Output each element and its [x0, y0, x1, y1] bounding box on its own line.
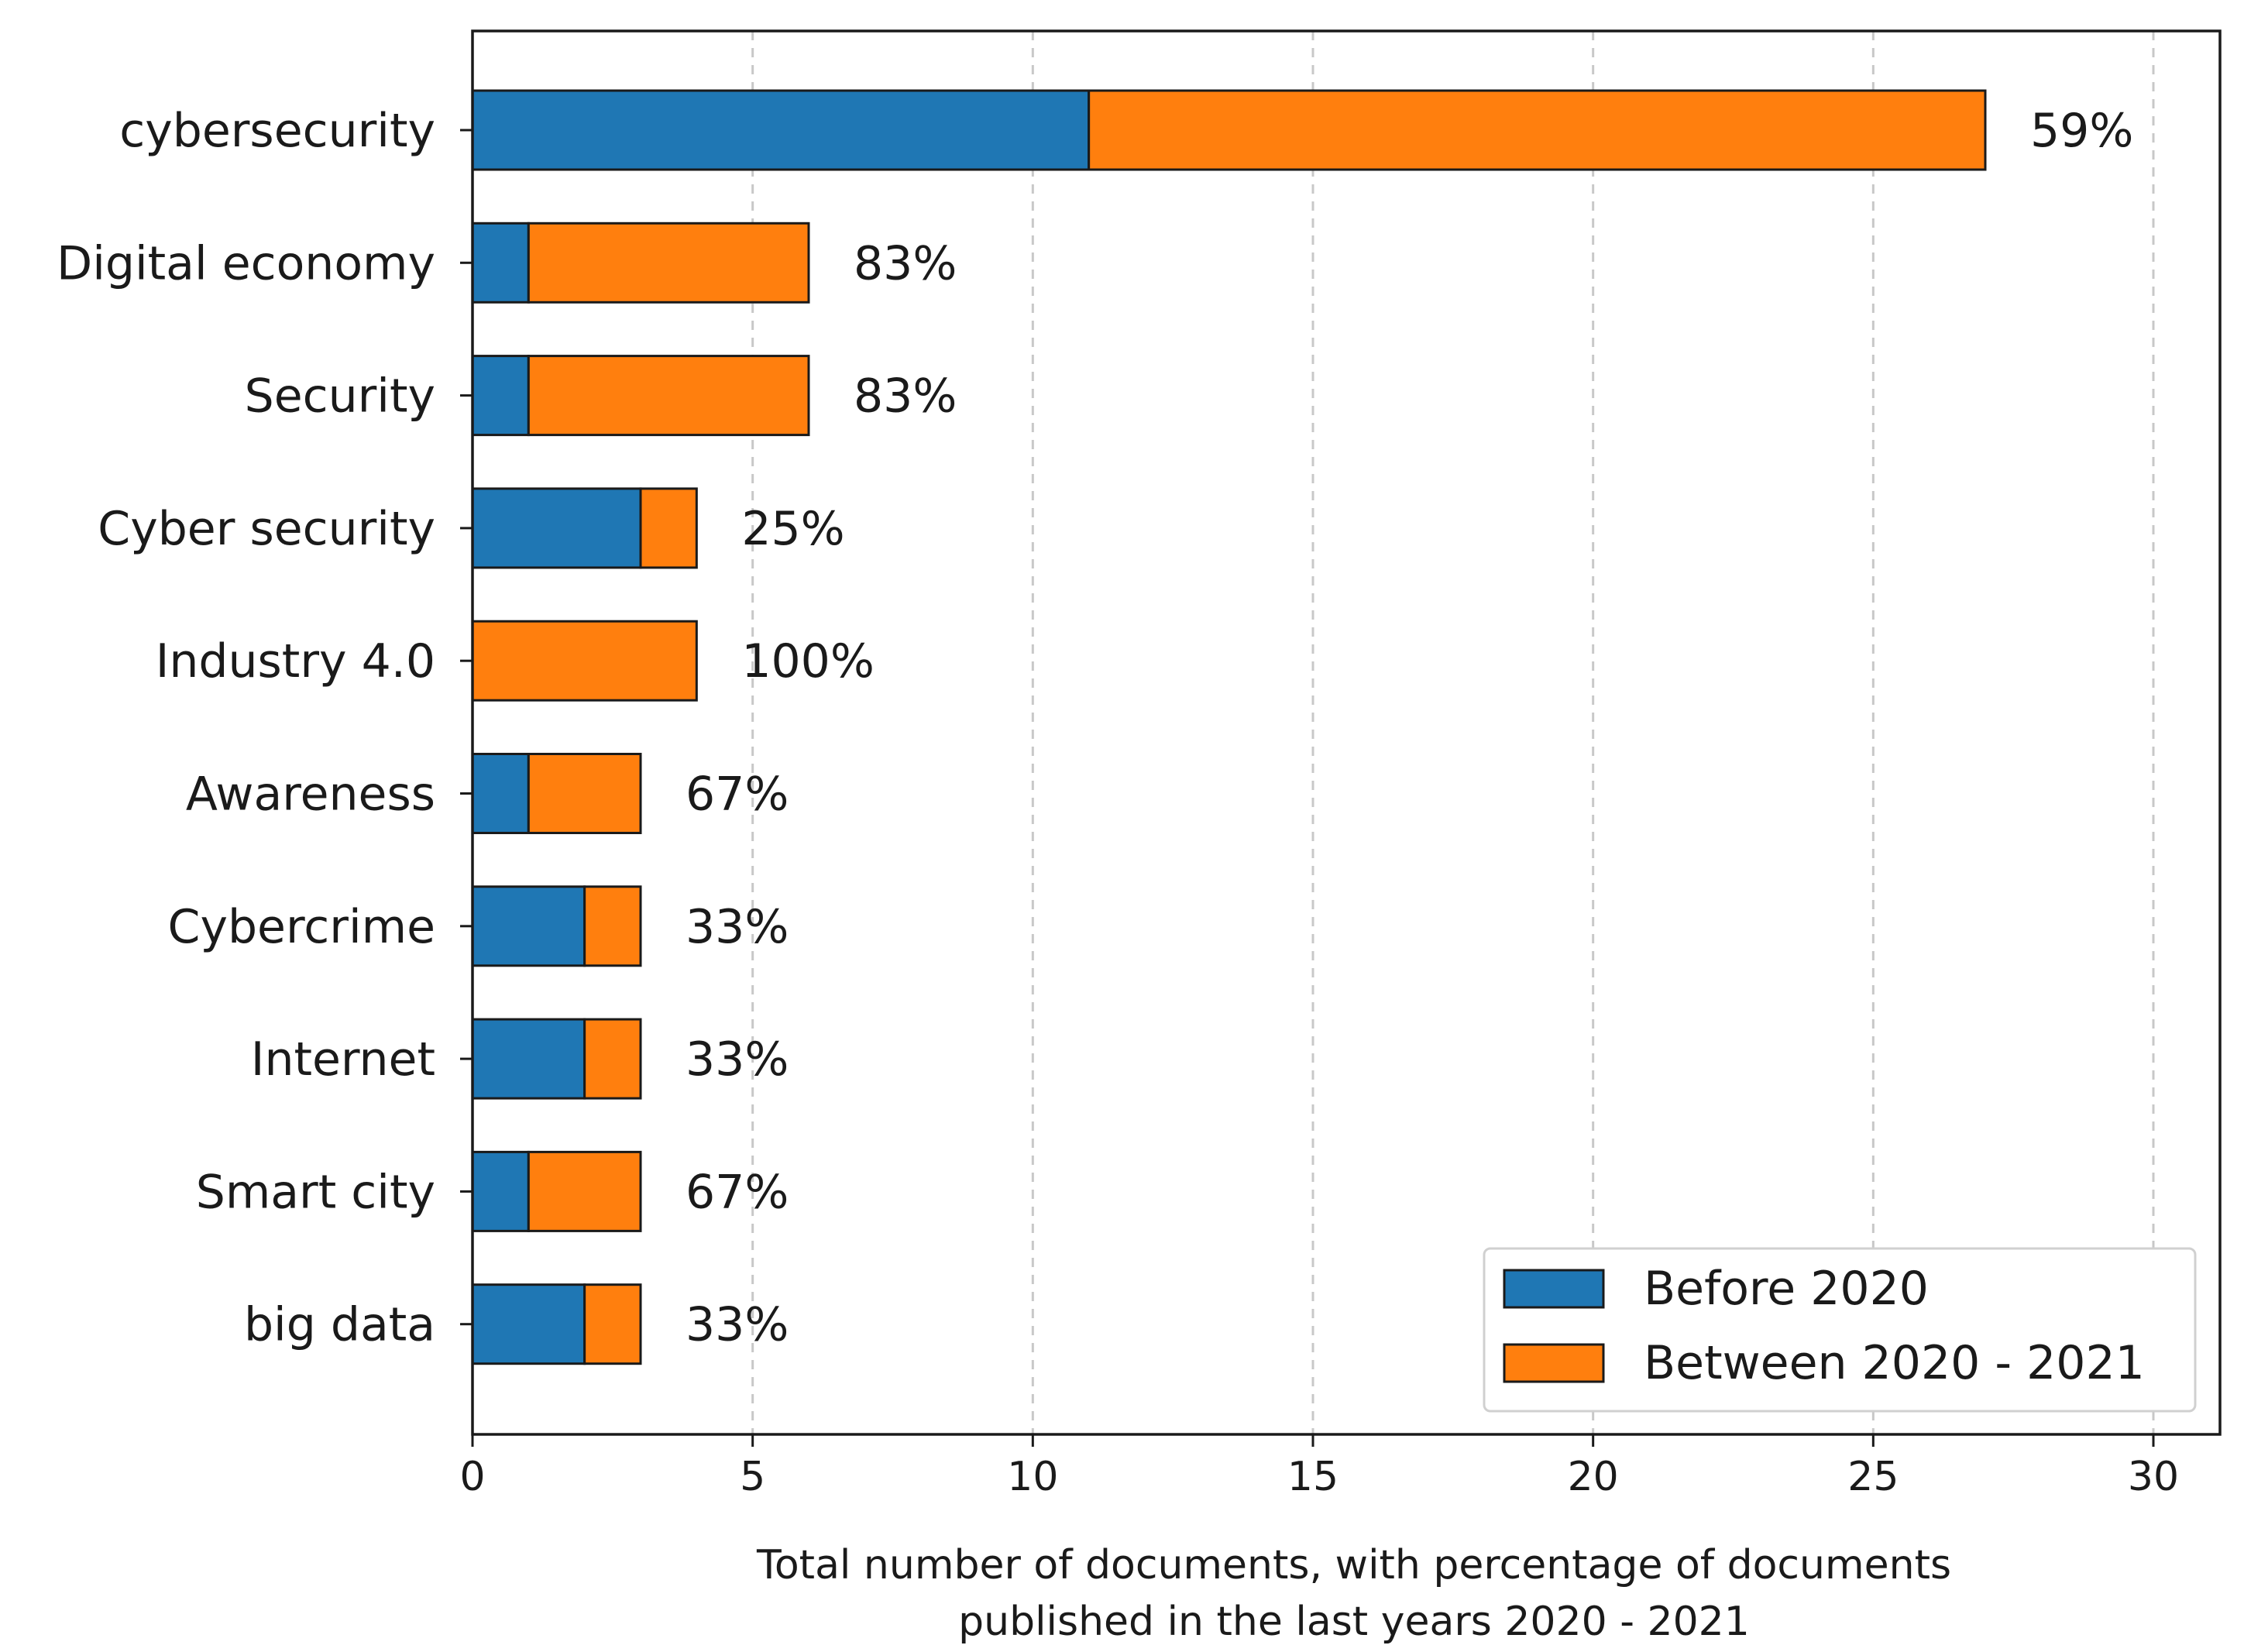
percentage-label: 59% [2030, 104, 2133, 158]
bar-between-2020-2021-9 [583, 1283, 642, 1365]
bar-between-2020-2021-2 [527, 355, 810, 437]
legend-label: Before 2020 [1644, 1262, 1929, 1316]
category-label: Digital economy [57, 236, 435, 290]
data-labels: 59% 83% 83% 25% 100% 67% 33% 33% 67% 33% [686, 104, 2133, 1352]
bar-before-2020-8 [471, 1150, 530, 1232]
category-label: cybersecurity [119, 104, 435, 158]
bar-between-2020-2021-7 [583, 1018, 642, 1100]
percentage-label: 25% [741, 502, 844, 556]
percentage-label: 83% [854, 369, 957, 424]
plot-frame [471, 29, 2222, 1436]
x-axis: 0 5 10 15 20 25 30 [459, 1434, 2179, 1500]
x-axis-title: Total number of documents, with percenta… [756, 1542, 1951, 1645]
category-label: big data [244, 1298, 435, 1352]
category-label: Cyber security [98, 502, 435, 556]
x-tick-label-10: 10 [1007, 1454, 1058, 1500]
percentage-label: 33% [686, 1298, 789, 1352]
percentage-label: 67% [686, 768, 789, 822]
percentage-label: 67% [686, 1165, 789, 1219]
x-axis-title-line: published in the last years 2020 - 2021 [958, 1599, 1750, 1645]
bar-between-2020-2021-1 [527, 222, 810, 304]
bar-before-2020-9 [471, 1283, 586, 1365]
x-tick-label-20: 20 [1568, 1454, 1619, 1500]
bars [471, 89, 1987, 1365]
bar-before-2020-7 [471, 1018, 586, 1100]
bar-before-2020-0 [471, 89, 1091, 171]
x-tick-label-5: 5 [740, 1454, 765, 1500]
grid-lines [751, 31, 2155, 1434]
bar-between-2020-2021-5 [527, 753, 642, 834]
bar-before-2020-6 [471, 885, 586, 967]
x-tick-label-30: 30 [2128, 1454, 2179, 1500]
x-tick-label-15: 15 [1287, 1454, 1338, 1500]
category-label: Cybercrime [168, 900, 435, 954]
y-axis: cybersecurity Digital economy Security Cybe… [57, 104, 473, 1352]
category-label: Smart city [196, 1165, 435, 1219]
bar-between-2020-2021-0 [1088, 89, 1987, 171]
bar-before-2020-5 [471, 753, 530, 834]
category-label: Industry 4.0 [156, 634, 435, 689]
percentage-label: 100% [741, 634, 875, 689]
legend-label: Between 2020 - 2021 [1644, 1336, 2145, 1390]
legend-box [1483, 1247, 2197, 1413]
x-tick-label-0: 0 [459, 1454, 485, 1500]
legend: Before 2020 Between 2020 - 2021 [1483, 1247, 2197, 1413]
bar-before-2020-3 [471, 487, 642, 569]
legend-swatch-0 [1503, 1269, 1605, 1309]
percentage-label: 33% [686, 1032, 789, 1087]
bar-before-2020-2 [471, 355, 530, 437]
percentage-label: 33% [686, 900, 789, 954]
category-label: Internet [251, 1032, 435, 1087]
bar-between-2020-2021-6 [583, 885, 642, 967]
category-label: Security [245, 369, 435, 424]
bar-before-2020-1 [471, 222, 530, 304]
x-axis-title-line: Total number of documents, with percenta… [756, 1542, 1951, 1588]
percentage-label: 83% [854, 236, 957, 290]
bar-between-2020-2021-4 [471, 620, 698, 702]
category-label: Awareness [186, 768, 435, 822]
legend-swatch-1 [1503, 1343, 1605, 1383]
bar-between-2020-2021-8 [527, 1150, 642, 1232]
bar-between-2020-2021-3 [639, 487, 698, 569]
x-tick-label-25: 25 [1847, 1454, 1899, 1500]
